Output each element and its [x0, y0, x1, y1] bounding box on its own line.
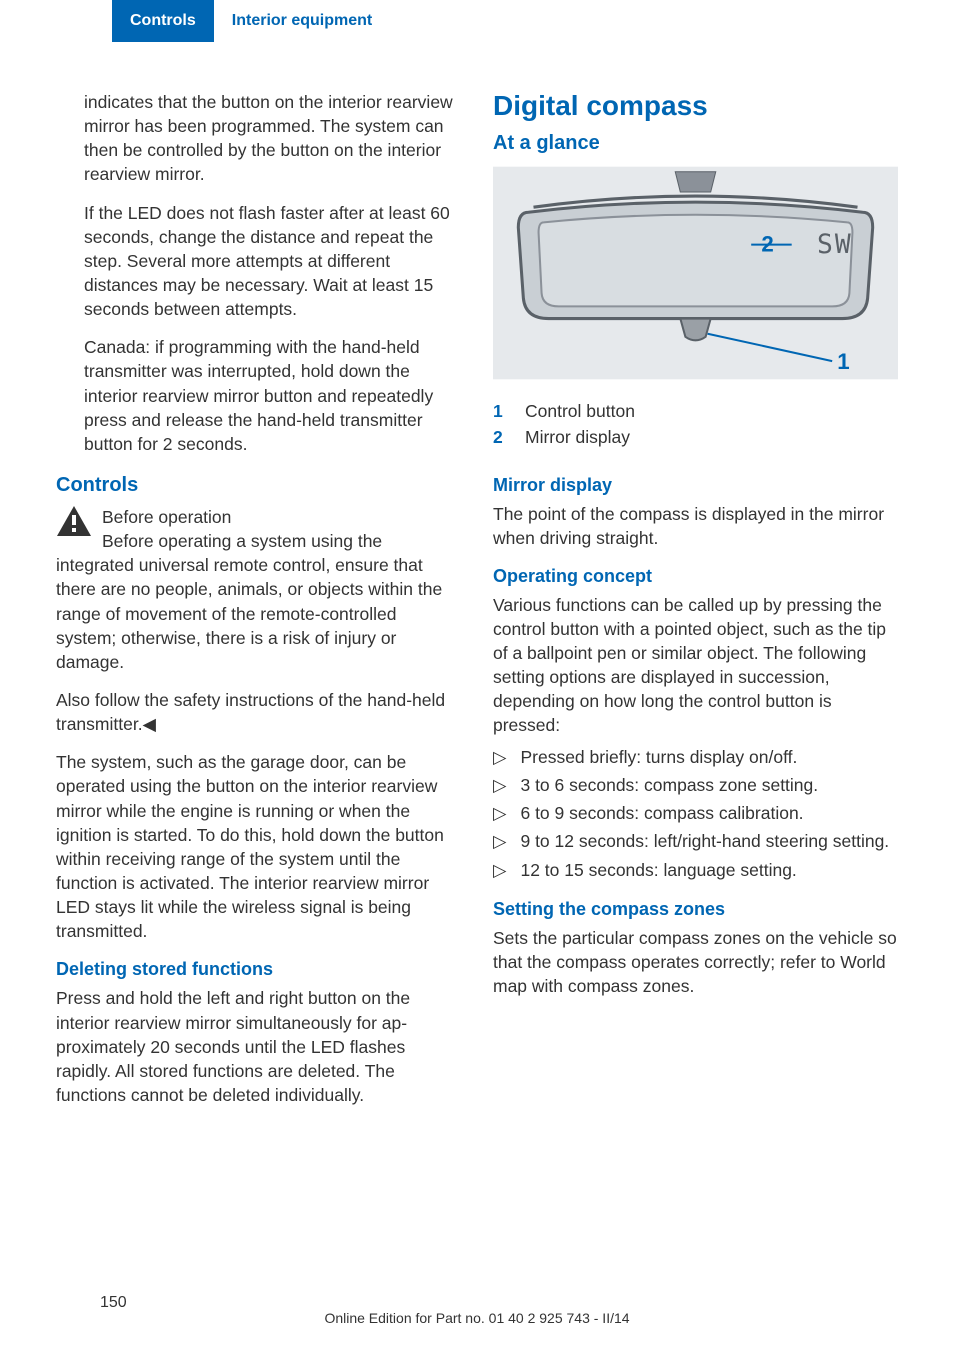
warning-body: integrated universal remote control, ens…	[56, 553, 461, 674]
tab-interior-equipment[interactable]: Interior equipment	[214, 0, 390, 42]
para-led-programmed: indicates that the button on the interio…	[56, 90, 461, 187]
bullet-4-text: 9 to 12 seconds: left/right-hand steerin…	[520, 828, 889, 854]
heading-deleting: Deleting stored functions	[56, 959, 461, 980]
bullet-2: ▷ 3 to 6 seconds: compass zone setting.	[493, 772, 898, 798]
legend-num-1: 1	[493, 398, 509, 424]
heading-compass-zones: Setting the compass zones	[493, 899, 898, 920]
bullet-1-text: Pressed briefly: turns display on/off.	[520, 744, 797, 770]
triangle-bullet-icon: ▷	[493, 857, 506, 883]
triangle-bullet-icon: ▷	[493, 744, 506, 770]
heading-at-a-glance: At a glance	[493, 132, 898, 155]
para-deleting: Press and hold the left and right button…	[56, 986, 461, 1107]
triangle-bullet-icon: ▷	[493, 772, 506, 798]
warning-followup: Also follow the safety instructions of t…	[56, 688, 461, 736]
para-compass-zones: Sets the particular compass zones on the…	[493, 926, 898, 998]
mirror-figure: SW 2 1	[493, 163, 898, 383]
callout-2: 2	[761, 232, 773, 257]
footer-line: Online Edition for Part no. 01 40 2 925 …	[0, 1310, 954, 1326]
bullet-4: ▷ 9 to 12 seconds: left/right-hand steer…	[493, 828, 898, 854]
warning-block: Before operation Before operating a syst…	[56, 505, 461, 553]
para-operation: The system, such as the garage door, can…	[56, 750, 461, 943]
bullet-5: ▷ 12 to 15 seconds: language setting.	[493, 857, 898, 883]
header-bar: Controls Interior equipment	[0, 0, 954, 42]
bullet-3: ▷ 6 to 9 seconds: compass calibration.	[493, 800, 898, 826]
bullet-5-text: 12 to 15 seconds: language setting.	[520, 857, 796, 883]
para-led-no-flash: If the LED does not flash faster after a…	[56, 201, 461, 322]
para-mirror-display: The point of the compass is displayed in…	[493, 502, 898, 550]
bullet-3-text: 6 to 9 seconds: compass calibration.	[520, 800, 803, 826]
warning-icon	[56, 505, 92, 537]
legend-num-2: 2	[493, 424, 509, 450]
heading-digital-compass: Digital compass	[493, 90, 898, 122]
heading-controls: Controls	[56, 474, 461, 497]
tab-controls[interactable]: Controls	[112, 0, 214, 42]
legend-row-1: 1 Control button	[493, 398, 898, 424]
warning-title: Before operation	[102, 505, 461, 529]
legend-row-2: 2 Mirror display	[493, 424, 898, 450]
left-column: indicates that the button on the interio…	[56, 90, 461, 1121]
heading-operating-concept: Operating concept	[493, 566, 898, 587]
warning-text-wrap: Before operation Before operating a syst…	[102, 505, 461, 553]
triangle-bullet-icon: ▷	[493, 828, 506, 854]
page-body: indicates that the button on the interio…	[0, 42, 954, 1121]
para-canada: Canada: if programming with the hand-hel…	[56, 335, 461, 456]
bullet-1: ▷ Pressed briefly: turns display on/off.	[493, 744, 898, 770]
heading-mirror-display: Mirror display	[493, 475, 898, 496]
mirror-display-text: SW	[817, 230, 853, 260]
warning-line1: Before operating a system using the	[102, 529, 461, 553]
right-column: Digital compass At a glance SW 2 1 1	[493, 90, 898, 1121]
legend-text-1: Control button	[525, 398, 635, 424]
triangle-bullet-icon: ▷	[493, 800, 506, 826]
legend-text-2: Mirror display	[525, 424, 630, 450]
callout-1: 1	[837, 349, 849, 374]
header-spacer	[0, 0, 112, 42]
para-operating-concept: Various functions can be called up by pr…	[493, 593, 898, 738]
bullet-2-text: 3 to 6 seconds: compass zone setting.	[520, 772, 818, 798]
